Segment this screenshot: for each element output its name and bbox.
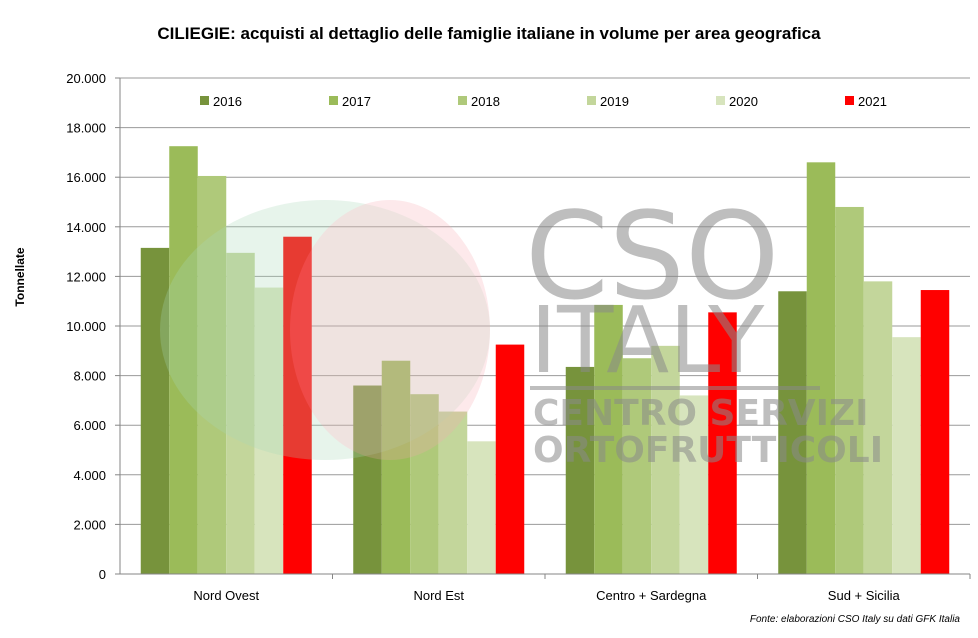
legend-label-2021: 2021 — [858, 94, 887, 109]
bar-2016-3 — [778, 291, 807, 574]
bar-2021-2 — [708, 312, 737, 574]
bar-2020-0 — [254, 287, 284, 574]
bar-2016-1 — [353, 385, 382, 574]
watermark-text-3: CENTRO SERVIZI — [533, 393, 869, 434]
legend-swatch-2020 — [716, 96, 725, 105]
bar-2016-2 — [565, 366, 595, 574]
bar-2019-2 — [651, 345, 680, 574]
legend-swatch-2018 — [458, 96, 467, 105]
legend-swatch-2017 — [329, 96, 338, 105]
x-tick-label: Centro + Sardegna — [596, 588, 707, 603]
x-tick-label: Nord Est — [413, 588, 464, 603]
bar-2017-2 — [594, 304, 623, 574]
bar-2016-0 — [140, 247, 170, 574]
y-tick-label: 4.000 — [73, 468, 106, 483]
bar-2021-3 — [920, 290, 950, 574]
y-tick-label: 18.000 — [66, 121, 106, 136]
y-tick-label: 6.000 — [73, 418, 106, 433]
legend-label-2019: 2019 — [600, 94, 629, 109]
y-tick-label: 10.000 — [66, 319, 106, 334]
legend-label-2018: 2018 — [471, 94, 500, 109]
bar-2021-0 — [283, 236, 312, 574]
bar-2019-3 — [863, 281, 893, 574]
y-tick-label: 8.000 — [73, 369, 106, 384]
bar-2017-3 — [806, 162, 836, 574]
bar-2019-0 — [226, 252, 255, 574]
x-tick-label: Sud + Sicilia — [828, 588, 901, 603]
bar-2020-1 — [467, 441, 496, 574]
chart-title: CILIEGIE: acquisti al dettaglio delle fa… — [157, 24, 821, 43]
y-tick-label: 20.000 — [66, 71, 106, 86]
legend-label-2016: 2016 — [213, 94, 242, 109]
bar-2018-3 — [835, 206, 864, 574]
legend: 2016 2017 2018 2019 2020 2021 — [200, 94, 887, 109]
watermark-text-2: ITALY — [530, 287, 765, 394]
source-note: Fonte: elaborazioni CSO Italy su dati GF… — [749, 614, 960, 625]
legend-label-2017: 2017 — [342, 94, 371, 109]
bar-2020-2 — [679, 395, 709, 574]
bars — [140, 146, 950, 574]
y-tick-label: 2.000 — [73, 517, 106, 532]
watermark-text-4: ORTOFRUTTICOLI — [533, 430, 883, 471]
watermark-text-1: CSO — [525, 188, 779, 327]
bar-2018-0 — [197, 175, 227, 574]
legend-label-2020: 2020 — [729, 94, 758, 109]
bar-2019-1 — [438, 411, 468, 574]
bar-2018-1 — [410, 394, 439, 574]
axes: 0 2.000 4.000 6.000 8.000 10.000 12.000 14.000 1… — [66, 71, 971, 603]
y-tick-label: 14.000 — [66, 220, 106, 235]
y-tick-label: 12.000 — [66, 269, 106, 284]
bar-2018-2 — [622, 358, 652, 574]
y-tick-label: 16.000 — [66, 170, 106, 185]
bar-2020-3 — [892, 337, 921, 574]
legend-swatch-2016 — [200, 96, 209, 105]
legend-swatch-2019 — [587, 96, 596, 105]
legend-swatch-2021 — [845, 96, 854, 105]
y-tick-label: 0 — [99, 567, 106, 582]
bar-2017-0 — [169, 146, 198, 574]
watermark-logo: CSO ITALY CENTRO SERVIZI ORTOFRUTTICOLI — [160, 188, 883, 471]
x-tick-label: Nord Ovest — [193, 588, 259, 603]
bar-2021-1 — [495, 344, 525, 574]
bar-2017-1 — [381, 360, 411, 574]
